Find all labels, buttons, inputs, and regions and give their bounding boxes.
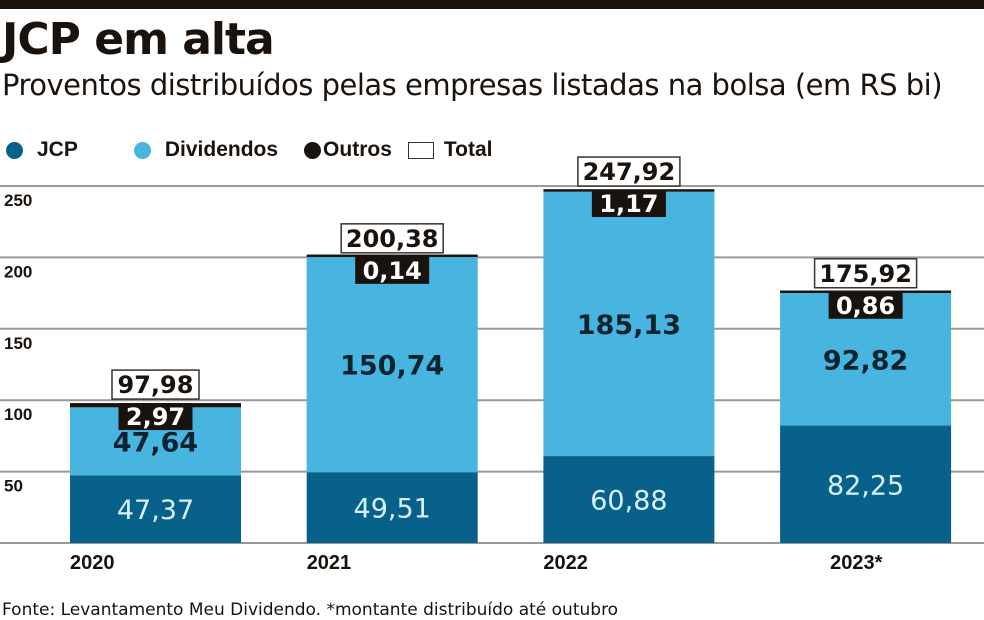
legend-label: JCP <box>37 138 78 161</box>
jcp-swatch-icon <box>6 141 23 159</box>
data-label-jcp: 60,88 <box>590 486 667 517</box>
legend-item-outros: Outros <box>304 138 392 162</box>
bar-dividendos <box>543 191 715 457</box>
data-label-jcp: 47,37 <box>117 495 194 526</box>
data-label-outros: 2,97 <box>126 403 185 431</box>
legend-item-jcp: JCP <box>6 138 78 162</box>
data-label-dividendos: 92,82 <box>823 345 908 376</box>
data-label-dividendos: 185,13 <box>577 310 681 341</box>
data-label-jcp: 82,25 <box>827 470 904 501</box>
data-label-total: 247,92 <box>583 158 676 186</box>
bar-jcp <box>70 475 241 543</box>
total-swatch-icon <box>407 141 434 159</box>
y-tick-label: 50 <box>4 477 23 496</box>
data-label-total: 175,92 <box>819 260 912 288</box>
y-tick-label: 150 <box>4 334 32 353</box>
x-tick-label: 2020 <box>70 552 115 574</box>
legend-label: Outros <box>323 138 392 161</box>
legend-label: Dividendos <box>164 138 279 161</box>
total-label-box <box>813 258 918 289</box>
footer-source: Fonte: Levantamento Meu Dividendo. *mont… <box>2 600 619 620</box>
total-label-box <box>111 369 200 400</box>
y-tick-label: 100 <box>4 405 32 424</box>
bar-outros <box>306 254 478 258</box>
bar-dividendos <box>306 257 478 473</box>
bar-jcp <box>780 425 952 543</box>
total-label-box <box>577 156 681 187</box>
total-label-box <box>340 223 444 254</box>
y-tick-label: 250 <box>4 191 32 210</box>
data-label-total: 97,98 <box>118 371 194 399</box>
legend-item-dividendos: Dividendos <box>133 138 279 162</box>
y-tick-label: 200 <box>4 262 32 281</box>
chart-title: JCP em alta <box>2 14 275 65</box>
data-label-dividendos: 47,64 <box>113 427 198 458</box>
bar-jcp <box>306 472 478 543</box>
data-label-outros: 0,14 <box>363 257 422 285</box>
x-tick-label: 2022 <box>543 552 588 574</box>
data-label-outros: 1,17 <box>599 190 658 218</box>
x-tick-label: 2023* <box>830 552 882 574</box>
outros-label-box <box>828 291 903 319</box>
dividendos-swatch-icon <box>133 141 151 159</box>
top-bar <box>0 0 984 9</box>
data-label-jcp: 49,51 <box>354 494 431 525</box>
outros-label-box <box>355 256 430 284</box>
legend-item-total: Total <box>407 138 493 162</box>
bar-outros <box>780 290 952 294</box>
chart-subtitle: Proventos distribuídos pelas empresas li… <box>2 68 943 102</box>
bar-jcp <box>543 456 715 543</box>
data-label-outros: 0,86 <box>836 292 895 320</box>
data-label-total: 200,38 <box>346 225 439 253</box>
legend-label: Total <box>443 138 493 161</box>
outros-swatch-icon <box>304 141 322 159</box>
x-tick-label: 2021 <box>307 552 352 574</box>
outros-label-box <box>591 190 666 218</box>
outros-label-box <box>118 403 193 431</box>
data-label-dividendos: 150,74 <box>340 351 444 382</box>
legend: JCP Dividendos Outros Total <box>6 138 519 162</box>
